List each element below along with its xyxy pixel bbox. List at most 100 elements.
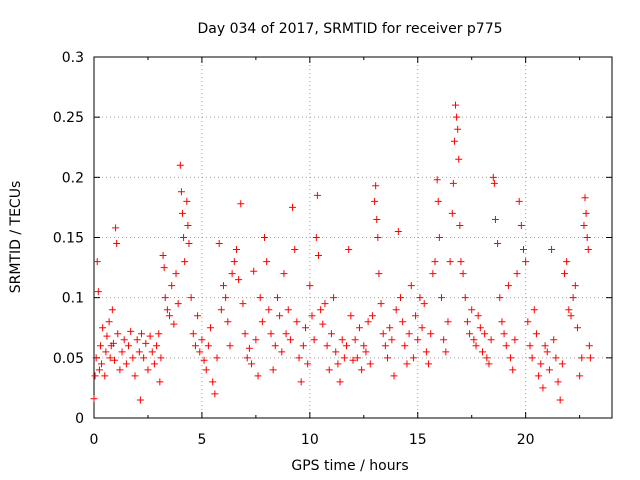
data-point bbox=[364, 318, 372, 326]
data-point bbox=[232, 246, 240, 254]
x-tick-labels: 0 5 10 15 20 bbox=[90, 432, 535, 448]
data-point bbox=[373, 215, 381, 223]
data-point bbox=[548, 246, 556, 254]
data-point bbox=[92, 354, 100, 362]
data-point bbox=[133, 336, 141, 344]
data-point bbox=[543, 348, 551, 356]
data-point bbox=[163, 306, 171, 314]
data-point bbox=[504, 282, 512, 290]
y-tick-label: 0.1 bbox=[62, 291, 84, 307]
data-point bbox=[502, 342, 510, 350]
data-point bbox=[278, 348, 286, 356]
data-point bbox=[392, 306, 400, 314]
data-point bbox=[459, 270, 467, 278]
data-point bbox=[245, 344, 253, 352]
data-point bbox=[338, 336, 346, 344]
data-point bbox=[109, 339, 117, 347]
data-point bbox=[362, 348, 370, 356]
data-point bbox=[323, 342, 331, 350]
data-point bbox=[532, 330, 540, 338]
data-point bbox=[183, 197, 191, 205]
data-point bbox=[453, 113, 461, 121]
data-point bbox=[494, 240, 502, 248]
data-point bbox=[457, 258, 465, 266]
data-point bbox=[452, 101, 460, 109]
data-point bbox=[150, 360, 158, 368]
data-point bbox=[377, 300, 385, 308]
data-point bbox=[479, 348, 486, 356]
data-point bbox=[496, 294, 504, 302]
data-point bbox=[580, 221, 588, 229]
data-point bbox=[444, 318, 452, 326]
x-tick-label: 5 bbox=[197, 432, 206, 448]
data-point bbox=[343, 342, 351, 350]
data-point bbox=[228, 270, 236, 278]
data-point bbox=[215, 240, 223, 248]
data-point bbox=[230, 258, 238, 266]
data-point bbox=[129, 354, 137, 362]
y-axis-label: SRMTID / TECUs bbox=[8, 181, 24, 294]
data-point bbox=[271, 342, 279, 350]
data-point bbox=[368, 312, 376, 320]
data-point bbox=[586, 354, 594, 362]
data-point bbox=[170, 320, 178, 328]
y-tick-label: 0.05 bbox=[53, 351, 84, 367]
data-point bbox=[176, 161, 184, 169]
data-point bbox=[239, 300, 247, 308]
data-point bbox=[200, 356, 208, 364]
data-point bbox=[116, 366, 124, 374]
data-point bbox=[561, 270, 569, 278]
data-point bbox=[420, 300, 428, 308]
data-point bbox=[556, 396, 564, 404]
data-point bbox=[422, 348, 430, 356]
data-point bbox=[250, 267, 258, 275]
data-point bbox=[466, 330, 474, 338]
data-point bbox=[463, 318, 471, 326]
chart-title: Day 034 of 2017, SRMTID for receiver p77… bbox=[197, 21, 502, 37]
data-point bbox=[308, 312, 316, 320]
data-point bbox=[166, 312, 174, 320]
data-point bbox=[131, 372, 139, 380]
data-point bbox=[374, 234, 382, 241]
data-point bbox=[93, 258, 101, 266]
data-point bbox=[144, 366, 152, 374]
data-point bbox=[207, 324, 215, 332]
data-point bbox=[209, 378, 217, 386]
data-point bbox=[552, 354, 560, 362]
data-point bbox=[429, 270, 437, 278]
data-point bbox=[450, 137, 458, 145]
data-point bbox=[456, 221, 464, 229]
data-point bbox=[202, 366, 210, 374]
data-point bbox=[487, 336, 495, 344]
data-point bbox=[185, 240, 193, 248]
x-axis-label: GPS time / hours bbox=[291, 458, 408, 474]
data-point bbox=[191, 342, 199, 350]
data-point bbox=[563, 258, 571, 266]
data-point bbox=[498, 318, 506, 326]
data-point bbox=[142, 339, 150, 347]
data-point bbox=[198, 336, 206, 344]
data-point bbox=[220, 282, 227, 290]
data-point bbox=[414, 336, 422, 344]
data-point bbox=[177, 188, 185, 196]
data-point bbox=[571, 282, 579, 290]
data-point bbox=[409, 354, 417, 362]
data-point bbox=[394, 227, 402, 235]
data-point bbox=[156, 378, 164, 386]
data-point bbox=[541, 342, 549, 350]
data-point bbox=[455, 155, 463, 163]
data-point bbox=[112, 224, 120, 232]
data-point bbox=[372, 182, 380, 190]
data-point bbox=[111, 356, 119, 364]
data-point bbox=[224, 318, 232, 326]
data-point bbox=[168, 282, 176, 290]
data-point bbox=[522, 258, 530, 266]
data-point bbox=[213, 354, 221, 362]
data-point bbox=[515, 197, 523, 205]
data-point bbox=[539, 384, 547, 392]
data-point bbox=[431, 258, 439, 266]
data-point bbox=[289, 203, 297, 211]
data-point bbox=[256, 294, 264, 302]
data-point bbox=[485, 360, 493, 368]
data-point bbox=[581, 194, 589, 202]
